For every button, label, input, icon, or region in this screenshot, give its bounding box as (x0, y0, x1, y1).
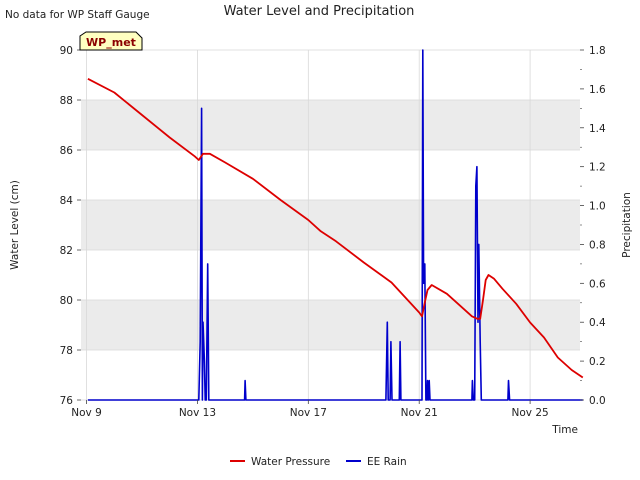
right-tick-label-0: 0.0 (589, 395, 606, 407)
series-water-pressure (87, 78, 584, 379)
x-tick-label-2: Nov 17 (290, 407, 327, 419)
left-tick-label-2: 80 (60, 295, 73, 307)
x-axis-label: Time (551, 424, 578, 436)
legend-label-water-pressure: Water Pressure (251, 456, 330, 468)
x-tick-label-0: Nov 9 (71, 407, 102, 419)
plot-area: 76 78 80 82 84 86 88 90 0.0 0.2 0.4 0.6 0.8 1.0 1.2 1.… (60, 45, 606, 419)
right-tick-label-8: 1.6 (589, 84, 606, 96)
left-axis-ticks: 76 78 80 82 84 86 88 90 (60, 45, 81, 407)
y-axis-label-right: Precipitation (621, 192, 633, 258)
gridlines (81, 49, 580, 401)
y-axis-label-left: Water Level (cm) (9, 180, 21, 270)
left-tick-label-6: 88 (60, 95, 73, 107)
right-tick-label-6: 1.2 (589, 162, 606, 174)
x-axis-ticks: Nov 9 Nov 13 Nov 17 Nov 21 Nov 25 (71, 400, 549, 419)
left-tick-label-4: 84 (60, 195, 74, 207)
left-tick-label-1: 78 (60, 345, 73, 357)
right-tick-label-2: 0.4 (589, 317, 606, 329)
left-tick-label-3: 82 (60, 245, 73, 257)
x-tick-label-4: Nov 25 (511, 407, 548, 419)
right-axis-ticks: 0.0 0.2 0.4 0.6 0.8 1.0 1.2 1.4 1.6 1.8 (580, 45, 606, 407)
x-tick-label-3: Nov 21 (401, 407, 438, 419)
x-tick-label-1: Nov 13 (179, 407, 216, 419)
band-3 (81, 200, 580, 250)
legend: Water Pressure EE Rain (230, 456, 407, 468)
background-bands (81, 100, 580, 350)
right-tick-label-1: 0.2 (589, 356, 606, 368)
chart-title: Water Level and Precipitation (224, 4, 415, 19)
right-tick-label-7: 1.4 (589, 123, 606, 135)
left-tick-label-5: 86 (60, 145, 74, 157)
badge-shape (79, 31, 143, 51)
band-1 (81, 300, 580, 350)
right-tick-label-5: 1.0 (589, 201, 606, 213)
series-ee-rain (87, 49, 583, 401)
right-tick-label-9: 1.8 (589, 45, 606, 57)
badge-label: WP_met (86, 36, 136, 49)
no-data-note: No data for WP Staff Gauge (5, 9, 150, 21)
legend-label-ee-rain: EE Rain (367, 456, 407, 468)
left-tick-label-7: 90 (60, 45, 73, 57)
band-5 (81, 100, 580, 150)
right-tick-label-3: 0.6 (589, 278, 606, 290)
site-badge: WP_met (79, 31, 143, 51)
right-tick-label-4: 0.8 (589, 239, 606, 251)
series-layer (87, 49, 584, 401)
left-tick-label-0: 76 (60, 395, 74, 407)
